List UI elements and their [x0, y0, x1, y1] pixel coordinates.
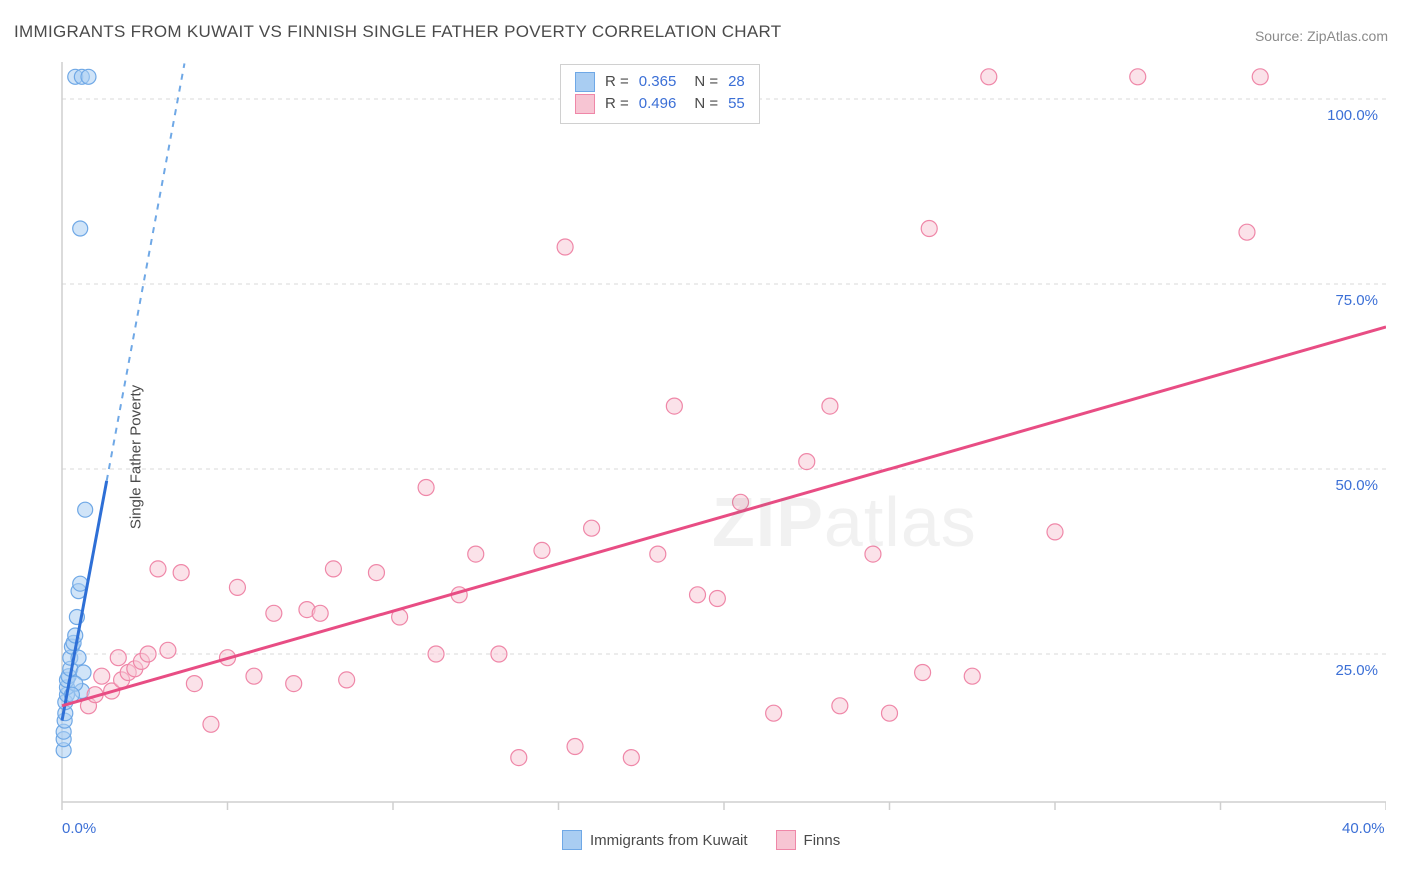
finns-point — [203, 716, 219, 732]
finns-point — [733, 494, 749, 510]
y-tick-label: 50.0% — [1335, 477, 1378, 494]
legend-n-value: 28 — [728, 71, 745, 93]
bottom-legend-label: Immigrants from Kuwait — [590, 832, 748, 849]
bottom-legend-item-finns: Finns — [776, 830, 841, 850]
finns-point — [584, 520, 600, 536]
legend-swatch — [776, 830, 796, 850]
kuwait-point — [73, 221, 88, 236]
finns-point — [428, 646, 444, 662]
legend-stats-row-finns: R = 0.496 N = 55 — [575, 93, 745, 115]
finns-point — [865, 546, 881, 562]
finns-point — [822, 398, 838, 414]
legend-r-label: R = — [605, 71, 629, 93]
y-tick-label: 100.0% — [1327, 107, 1378, 124]
legend-swatch — [575, 72, 595, 92]
finns-point — [799, 454, 815, 470]
finns-point — [1047, 524, 1063, 540]
kuwait-trend-dashed — [107, 63, 185, 480]
finns-point — [534, 542, 550, 558]
finns-point — [468, 546, 484, 562]
legend-stats-row-kuwait: R = 0.365 N = 28 — [575, 71, 745, 93]
finns-point — [173, 565, 189, 581]
finns-point — [557, 239, 573, 255]
legend-stats-box: R = 0.365 N = 28 R = 0.496 N = 55 — [560, 64, 760, 124]
finns-point — [94, 668, 110, 684]
finns-point — [1252, 69, 1268, 85]
bottom-legend-label: Finns — [804, 832, 841, 849]
chart-title: IMMIGRANTS FROM KUWAIT VS FINNISH SINGLE… — [14, 22, 781, 42]
scatter-plot: Single Father Poverty ZIPatlas R = 0.365… — [52, 62, 1386, 852]
kuwait-point — [68, 628, 83, 643]
legend-r-value: 0.365 — [639, 71, 677, 93]
finns-point — [832, 698, 848, 714]
legend-n-value: 55 — [728, 93, 745, 115]
finns-point — [246, 668, 262, 684]
legend-swatch — [562, 830, 582, 850]
x-tick-label: 0.0% — [62, 820, 96, 837]
finns-point — [140, 646, 156, 662]
legend-r-value: 0.496 — [639, 93, 677, 115]
finns-point — [882, 705, 898, 721]
finns-point — [650, 546, 666, 562]
finns-point — [623, 750, 639, 766]
finns-point — [567, 739, 583, 755]
finns-point — [150, 561, 166, 577]
legend-swatch — [575, 94, 595, 114]
y-axis-label: Single Father Poverty — [128, 385, 145, 529]
bottom-legend-item-kuwait: Immigrants from Kuwait — [562, 830, 748, 850]
finns-point — [312, 605, 328, 621]
finns-point — [1130, 69, 1146, 85]
finns-point — [229, 579, 245, 595]
finns-point — [690, 587, 706, 603]
finns-point — [666, 398, 682, 414]
legend-n-label: N = — [694, 93, 718, 115]
bottom-legend: Immigrants from Kuwait Finns — [562, 830, 840, 850]
y-tick-label: 25.0% — [1335, 662, 1378, 679]
finns-point — [766, 705, 782, 721]
finns-point — [1239, 224, 1255, 240]
finns-point — [915, 665, 931, 681]
kuwait-point — [78, 502, 93, 517]
finns-point — [286, 676, 302, 692]
source-credit: Source: ZipAtlas.com — [1255, 28, 1388, 44]
finns-point — [186, 676, 202, 692]
finns-point — [964, 668, 980, 684]
finns-point — [266, 605, 282, 621]
finns-point — [491, 646, 507, 662]
finns-point — [709, 591, 725, 607]
finns-point — [110, 650, 126, 666]
finns-point — [418, 480, 434, 496]
kuwait-point — [81, 69, 96, 84]
x-tick-label: 40.0% — [1342, 820, 1385, 837]
finns-point — [160, 642, 176, 658]
y-tick-label: 75.0% — [1335, 292, 1378, 309]
finns-point — [981, 69, 997, 85]
finns-trend — [62, 327, 1386, 706]
finns-point — [325, 561, 341, 577]
finns-point — [511, 750, 527, 766]
finns-point — [339, 672, 355, 688]
legend-n-label: N = — [694, 71, 718, 93]
chart-svg — [52, 62, 1386, 852]
finns-point — [368, 565, 384, 581]
legend-r-label: R = — [605, 93, 629, 115]
finns-point — [921, 221, 937, 237]
